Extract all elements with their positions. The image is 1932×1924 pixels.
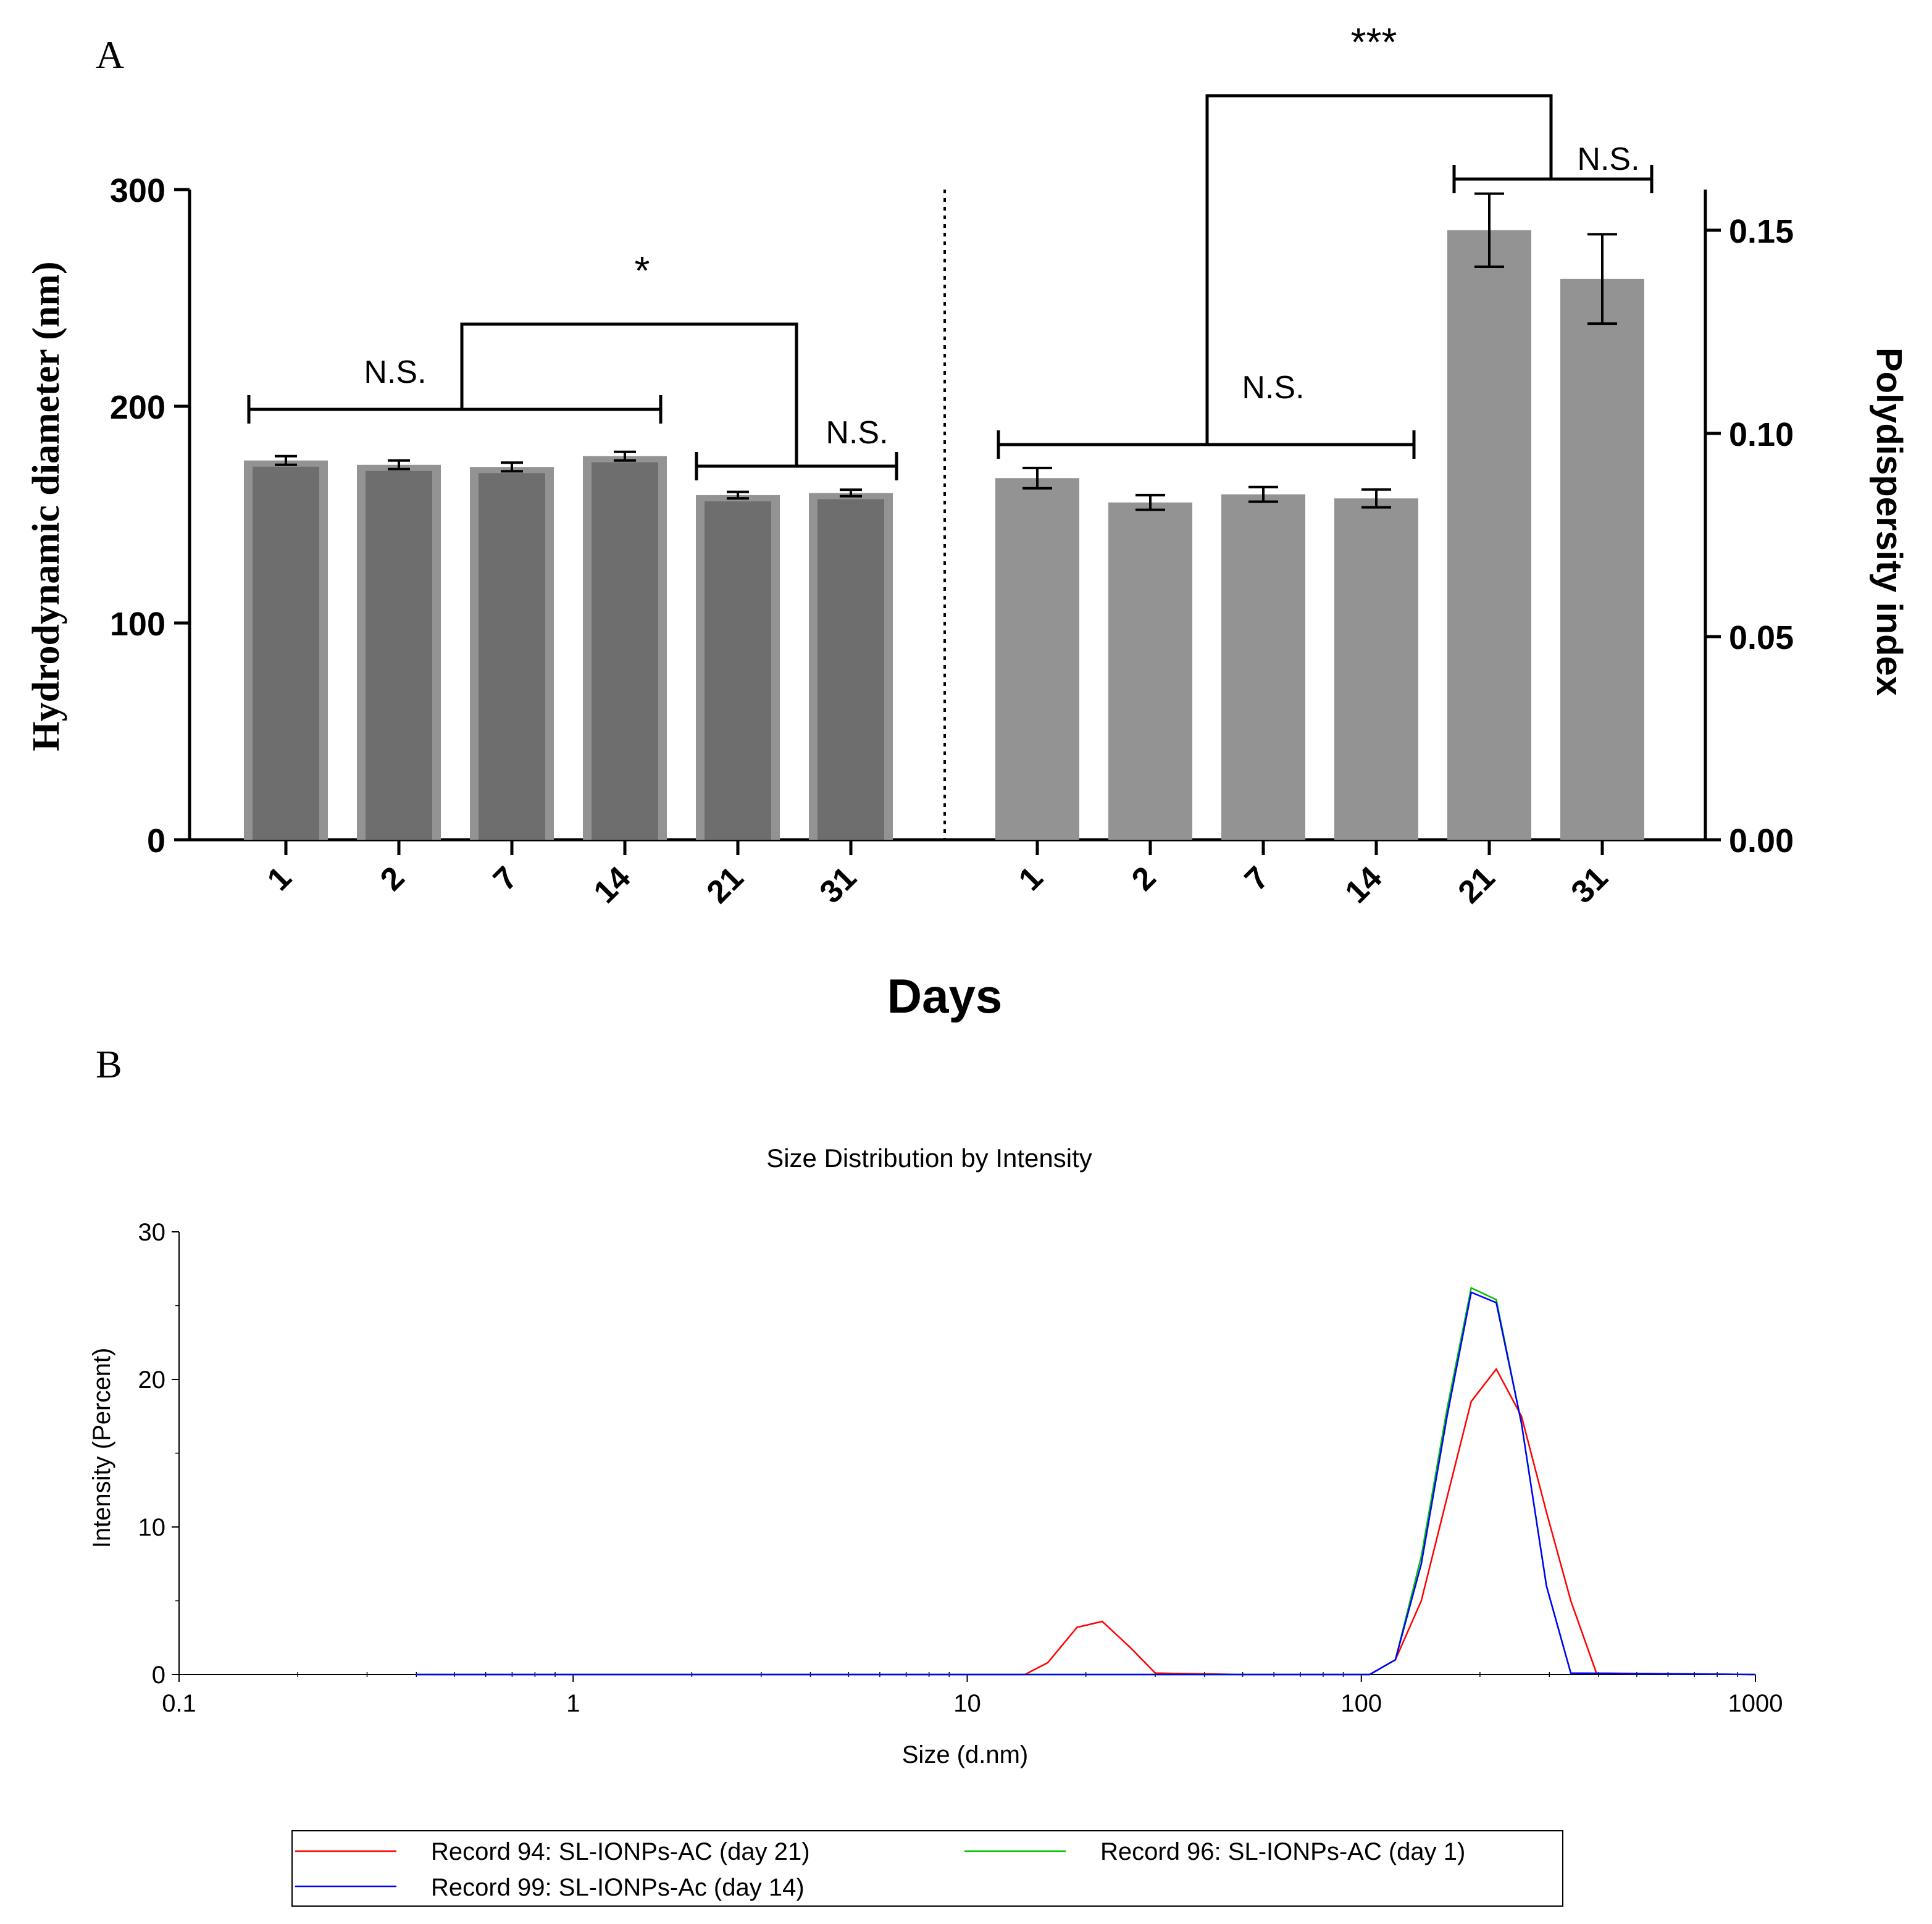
- left-y-tick-label: 100: [110, 606, 165, 643]
- x-tick-label: 21: [1452, 860, 1502, 910]
- bar-diameter: [705, 501, 771, 840]
- b-y-tick-label: 0: [152, 1662, 165, 1689]
- left-y-tick-label: 0: [147, 822, 165, 860]
- sig-label-right-ns2: N.S.: [1577, 141, 1639, 177]
- bar-diameter: [479, 473, 545, 840]
- bar-pdi: [995, 478, 1079, 840]
- legend-label-record-96: Record 96: SL-IONPs-AC (day 1): [1100, 1838, 1465, 1865]
- sig-label-right-stars: ***: [1351, 20, 1397, 64]
- right-y-tick-label: 0.05: [1729, 619, 1794, 656]
- bar-pdi: [1447, 230, 1531, 840]
- legend-label-record-94: Record 94: SL-IONPs-AC (day 21): [431, 1838, 810, 1865]
- right-y-tick-label: 0.15: [1729, 213, 1794, 250]
- x-tick-label: 21: [700, 860, 751, 910]
- sig-bracket-left-compare: [460, 322, 798, 466]
- sig-label-left-ns2: N.S.: [826, 415, 888, 451]
- sig-label-left-ns1: N.S.: [364, 354, 426, 390]
- bar-diameter: [366, 471, 432, 840]
- x-tick-label: 31: [1565, 860, 1615, 910]
- b-series-line-2: [416, 1291, 1756, 1676]
- bars-pdi: [995, 192, 1644, 840]
- left-y-axis-label: Hydrodynamic diameter (nm): [25, 261, 67, 751]
- b-y-tick-label: 10: [138, 1514, 166, 1541]
- sig-bracket-right-group2: [1452, 165, 1654, 193]
- b-y-tick-label: 30: [138, 1219, 166, 1246]
- panel-b: B Size Distribution by Intensity 0.1 1 10 1…: [88, 1042, 1783, 1907]
- x-tick-label: 31: [813, 860, 864, 910]
- bars-diameter: [244, 450, 893, 840]
- bar-diameter: [592, 462, 658, 840]
- b-series-lines: [416, 1286, 1756, 1676]
- b-x-tick-label: 1: [566, 1690, 580, 1717]
- x-tick-label: 1: [261, 860, 298, 897]
- sig-label-left-star: *: [635, 248, 650, 293]
- b-x-tick-label: 1000: [1728, 1690, 1783, 1717]
- x-axis-label-days: Days: [887, 969, 1002, 1023]
- x-tick-label: 1: [1012, 860, 1050, 897]
- panel-a-label: A: [96, 33, 124, 77]
- bar-diameter: [818, 499, 884, 840]
- sig-bracket-left-group1: [247, 395, 663, 424]
- b-x-tick-label: 100: [1340, 1690, 1382, 1717]
- panel-b-title: Size Distribution by Intensity: [766, 1144, 1092, 1173]
- left-y-tick-label: 200: [110, 389, 165, 426]
- x-ticks-a: 1 2 7 14 21 31 1 2 7 14 21 31: [261, 840, 1615, 910]
- legend-label-record-99: Record 99: SL-IONPs-Ac (day 14): [431, 1874, 805, 1901]
- b-legend-box: [291, 1830, 1563, 1907]
- left-y-tick-label: 300: [110, 172, 165, 209]
- x-tick-label: 14: [587, 860, 638, 910]
- b-x-axis-label: Size (d.nm): [902, 1741, 1029, 1768]
- panel-b-label: B: [96, 1042, 122, 1086]
- bar-diameter: [253, 466, 319, 840]
- x-tick-label: 2: [374, 860, 411, 897]
- right-y-tick-label: 0.10: [1729, 416, 1794, 453]
- b-y-tick-label: 20: [138, 1366, 166, 1394]
- x-tick-label: 14: [1339, 860, 1389, 910]
- sig-label-right-ns1: N.S.: [1242, 370, 1304, 406]
- bar-pdi: [1334, 498, 1418, 840]
- left-y-ticks: 0 100 200 300: [110, 172, 190, 860]
- b-x-tick-label: 10: [953, 1690, 981, 1717]
- right-y-tick-label: 0.00: [1729, 822, 1794, 860]
- b-y-ticks: 0 10 20 30: [138, 1219, 179, 1689]
- bar-pdi: [1560, 278, 1644, 840]
- sig-bracket-right-compare: [1205, 94, 1553, 445]
- b-x-ticks: 0.1 1 10 100 1000: [162, 1672, 1783, 1717]
- x-tick-label: 7: [487, 860, 524, 897]
- bar-pdi: [1108, 502, 1192, 840]
- right-y-ticks: 0.00 0.05 0.10 0.15: [1705, 213, 1794, 860]
- bar-pdi: [1221, 494, 1305, 840]
- x-tick-label: 7: [1238, 860, 1276, 897]
- b-y-axis-label: Intensity (Percent): [88, 1348, 115, 1549]
- x-tick-label: 2: [1125, 860, 1163, 897]
- right-y-axis-label: Polydispersity index: [1869, 348, 1909, 696]
- b-series-line-0: [416, 1368, 1756, 1676]
- b-x-tick-label: 0.1: [162, 1690, 196, 1717]
